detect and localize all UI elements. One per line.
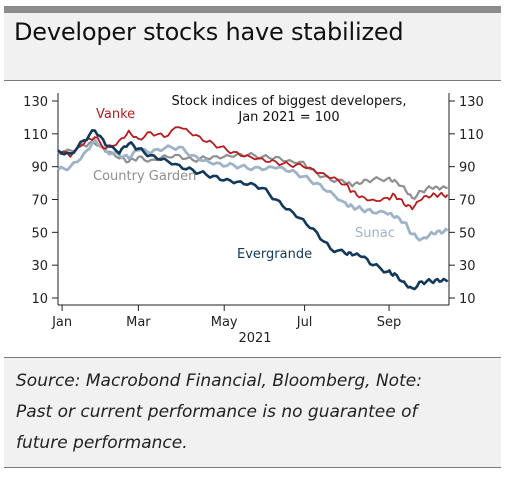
title-panel	[4, 13, 501, 80]
chart-series	[57, 126, 449, 291]
title-divider	[4, 80, 501, 81]
chart-annotation-line2: Jan 2021 = 100	[237, 110, 339, 125]
y-tick-label-left: 130	[23, 95, 48, 110]
series-line-evergrande	[57, 129, 449, 291]
y-tick-label-left: 90	[31, 161, 48, 176]
x-tick-label: Jan	[51, 315, 72, 330]
source-note: Source: Macrobond Financial, Bloomberg, …	[16, 366, 496, 459]
x-tick-label: Sep	[377, 315, 402, 330]
x-tick-label: May	[211, 315, 238, 330]
y-tick-label-left: 10	[31, 292, 48, 307]
y-tick-label-left: 30	[31, 259, 48, 274]
chart-title: Developer stocks have stabilized	[14, 18, 404, 46]
series-line-sunac	[57, 137, 449, 242]
series-line-country-garden	[57, 140, 448, 200]
y-tick-label-right: 10	[459, 292, 476, 307]
chart-annotation-line1: Stock indices of biggest developers,	[172, 94, 407, 109]
source-line-2: Past or current performance is no guaran…	[16, 402, 418, 422]
bottom-divider	[4, 467, 501, 468]
y-tick-label-left: 70	[31, 194, 48, 209]
x-tick-label: Jul	[296, 315, 313, 330]
series-line-vanke	[57, 126, 449, 211]
series-label-country-garden: Country Garden	[93, 169, 196, 184]
y-tick-label-right: 50	[459, 226, 476, 241]
series-label-evergrande: Evergrande	[237, 247, 312, 262]
footer-divider	[4, 357, 501, 358]
x-tick-label: Mar	[126, 315, 151, 330]
source-panel	[4, 358, 501, 467]
x-axis-label: 2021	[238, 331, 271, 346]
y-tick-label-right: 90	[459, 161, 476, 176]
y-tick-label-right: 30	[459, 259, 476, 274]
source-line-3: future performance.	[16, 433, 188, 453]
source-line-1: Source: Macrobond Financial, Bloomberg, …	[16, 371, 422, 391]
y-tick-label-right: 110	[459, 128, 484, 143]
y-tick-label-right: 70	[459, 194, 476, 209]
series-label-vanke: Vanke	[96, 107, 135, 122]
series-label-sunac: Sunac	[355, 226, 395, 241]
y-tick-label-left: 50	[31, 226, 48, 241]
header-bar	[4, 6, 501, 13]
y-tick-label-left: 110	[23, 128, 48, 143]
y-tick-label-right: 130	[459, 95, 484, 110]
